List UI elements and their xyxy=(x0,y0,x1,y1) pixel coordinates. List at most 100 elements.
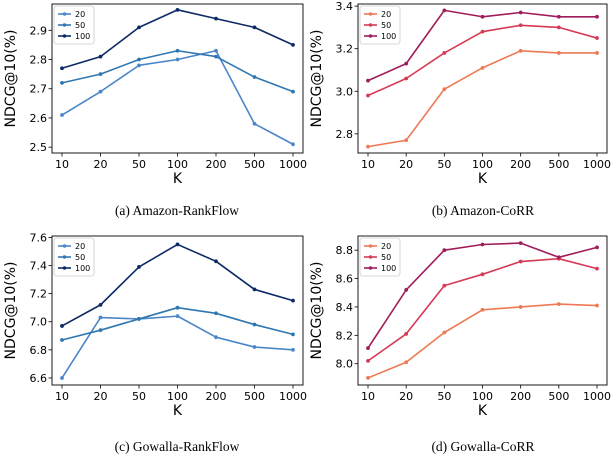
data-point-100 xyxy=(518,241,523,245)
data-point-50 xyxy=(595,36,599,40)
data-point-20 xyxy=(556,51,561,55)
legend-marker xyxy=(368,23,373,27)
data-point-50 xyxy=(442,283,447,288)
y-tick-label: 2.5 xyxy=(30,141,48,154)
data-point-50 xyxy=(252,75,257,79)
data-point-50 xyxy=(404,76,409,81)
x-tick-label: 50 xyxy=(437,158,451,171)
data-point-50 xyxy=(98,328,103,333)
data-point-100 xyxy=(60,66,64,71)
data-point-20 xyxy=(60,376,64,380)
data-point-50 xyxy=(404,332,409,336)
x-tick-label: 500 xyxy=(548,158,569,171)
data-point-100 xyxy=(595,14,599,19)
y-tick-label: 7.2 xyxy=(30,288,48,301)
legend-label: 20 xyxy=(75,10,85,19)
legend-label: 20 xyxy=(381,242,391,251)
legend-label: 50 xyxy=(381,21,391,30)
data-point-50 xyxy=(480,29,485,34)
data-point-20 xyxy=(252,345,257,349)
legend-marker xyxy=(368,12,373,16)
data-point-100 xyxy=(442,8,447,13)
data-point-50 xyxy=(556,25,561,30)
x-tick-label: 50 xyxy=(132,158,146,171)
legend-label: 100 xyxy=(381,32,396,41)
x-tick-label: 20 xyxy=(94,390,108,403)
data-point-50 xyxy=(366,358,370,363)
x-tick-label: 20 xyxy=(399,390,413,403)
series-line-50 xyxy=(367,24,598,97)
data-point-20 xyxy=(480,65,485,70)
data-point-50 xyxy=(60,338,64,342)
data-point-100 xyxy=(404,61,409,66)
data-point-20 xyxy=(60,113,64,117)
x-tick-label: 1000 xyxy=(279,158,307,171)
panel-caption: (c) Gowalla-RankFlow xyxy=(115,439,240,454)
legend-marker xyxy=(368,266,373,270)
x-tick-label: 200 xyxy=(206,390,227,403)
legend-label: 20 xyxy=(381,10,391,19)
y-tick-label: 8.8 xyxy=(336,244,354,257)
chart-panel-2: 10 20 50 100 200 500 1000 2.8 3.0 3.2 3.4 K NDCG@10(… xyxy=(309,0,611,218)
y-tick-label: 2.7 xyxy=(30,83,48,96)
y-tick-label: 3.4 xyxy=(336,0,354,13)
y-tick-label: 3.2 xyxy=(336,43,354,56)
data-point-100 xyxy=(366,346,370,351)
data-point-100 xyxy=(291,298,295,303)
legend-label: 100 xyxy=(75,264,90,273)
series-line-20 xyxy=(61,49,294,145)
data-point-50 xyxy=(366,93,370,98)
data-point-100 xyxy=(175,7,180,12)
data-point-50 xyxy=(518,23,523,28)
data-point-100 xyxy=(98,302,103,307)
data-point-100 xyxy=(137,265,141,269)
legend-marker xyxy=(62,34,67,38)
data-point-20 xyxy=(291,142,295,147)
data-point-100 xyxy=(214,259,218,264)
panel-caption: (b) Amazon-CoRR xyxy=(432,203,534,218)
legend-marker xyxy=(62,244,67,248)
y-axis-label: NDCG@10(%) xyxy=(3,262,19,360)
x-tick-label: 1000 xyxy=(583,390,611,403)
x-tick-label: 500 xyxy=(244,390,265,403)
chart-panel-4: 10 20 50 100 200 500 1000 8.0 8.2 8.4 8.6 8.8 K NDCG@… xyxy=(309,235,611,454)
data-point-20 xyxy=(518,305,523,309)
legend-label: 20 xyxy=(75,242,85,251)
legend-marker xyxy=(62,12,67,16)
panel-caption: (a) Amazon-RankFlow xyxy=(115,203,239,218)
data-point-50 xyxy=(291,332,295,337)
chart-panel-1: 10 20 50 100 200 500 1000 2.5 2.6 2.7 2.8 2.9 K NDCG@… xyxy=(3,3,307,218)
x-tick-label: 50 xyxy=(132,390,146,403)
y-tick-label: 8.2 xyxy=(336,329,354,342)
data-point-50 xyxy=(214,311,218,316)
y-tick-label: 7.0 xyxy=(30,316,48,329)
series-line-100 xyxy=(367,242,598,349)
data-point-50 xyxy=(98,72,103,77)
panel-caption: (d) Gowalla-CoRR xyxy=(431,439,534,454)
legend-marker xyxy=(368,34,373,38)
data-point-100 xyxy=(214,16,218,21)
y-tick-label: 2.8 xyxy=(336,128,354,141)
x-tick-label: 200 xyxy=(510,158,531,171)
data-point-50 xyxy=(595,266,599,271)
data-point-50 xyxy=(442,51,447,55)
data-point-20 xyxy=(480,307,485,312)
y-axis-label: NDCG@10(%) xyxy=(309,30,325,128)
data-point-50 xyxy=(175,305,180,310)
x-tick-label: 10 xyxy=(55,158,69,171)
data-point-20 xyxy=(214,48,218,53)
data-point-100 xyxy=(60,324,64,328)
y-tick-label: 6.6 xyxy=(30,372,48,385)
data-point-20 xyxy=(252,121,257,126)
legend-label: 50 xyxy=(75,21,85,30)
data-point-20 xyxy=(442,330,447,335)
data-point-100 xyxy=(366,78,370,83)
data-point-50 xyxy=(175,48,180,53)
y-tick-label: 2.9 xyxy=(30,24,48,37)
x-tick-label: 10 xyxy=(361,390,375,403)
x-tick-label: 100 xyxy=(167,158,188,171)
legend-marker xyxy=(62,23,67,27)
x-axis-label: K xyxy=(478,171,488,187)
data-point-50 xyxy=(137,57,141,62)
data-point-100 xyxy=(175,242,180,247)
